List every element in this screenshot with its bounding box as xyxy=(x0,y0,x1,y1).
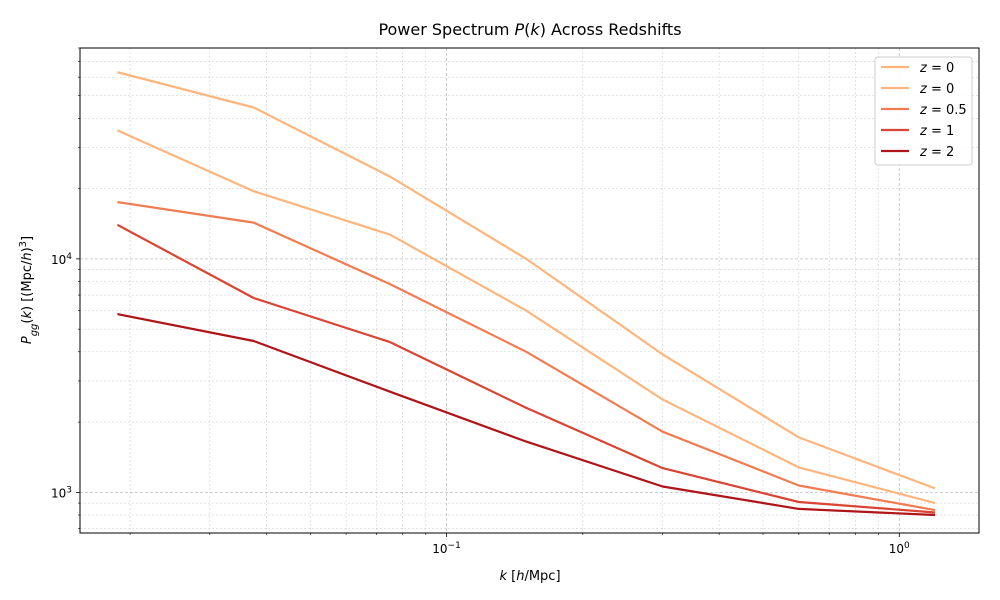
legend-label-var: z xyxy=(919,145,928,160)
legend-label-value: 2 xyxy=(946,145,954,160)
x-axis: 10−1 100 xyxy=(129,533,910,556)
x-tick-mantissa: 10 xyxy=(432,542,447,556)
legend-label-var: z xyxy=(919,124,928,139)
legend-box xyxy=(874,56,973,166)
legend-label-equals: = xyxy=(927,103,946,118)
legend-label-var: z xyxy=(919,82,928,97)
x-tick-label: 100 xyxy=(889,541,910,556)
series-line-3 xyxy=(116,223,936,514)
y-tick-label: 104 xyxy=(51,252,72,267)
legend: z = 0z = 0z = 0.5z = 1z = 2 xyxy=(874,56,973,166)
legend-label-3: z = 1 xyxy=(919,124,954,139)
legend-label-equals: = xyxy=(927,82,946,97)
series-line-1 xyxy=(116,129,936,505)
series-line-2 xyxy=(117,201,936,512)
legend-label-var: z xyxy=(919,61,928,76)
y-tick-exponent: 3 xyxy=(66,485,72,495)
y-tick-mantissa: 10 xyxy=(51,253,66,267)
legend-label-value: 0 xyxy=(946,82,954,97)
series-line-0 xyxy=(117,71,936,490)
legend-label-equals: = xyxy=(927,61,946,76)
x-axis-label: k [h/Mpc] xyxy=(499,569,560,584)
x-tick-exponent: −1 xyxy=(448,541,461,551)
legend-label-var: z xyxy=(919,103,928,118)
legend-label-equals: = xyxy=(927,124,946,139)
chart-title: Power Spectrum P(k) Across Redshifts xyxy=(378,20,681,39)
x-tick-exponent: 0 xyxy=(904,541,910,551)
y-tick-mantissa: 10 xyxy=(51,486,66,500)
minor-grid xyxy=(80,47,979,533)
series-line-4 xyxy=(117,313,936,517)
legend-label-value: 1 xyxy=(946,124,954,139)
plot-frame xyxy=(79,47,980,534)
legend-label-0: z = 0 xyxy=(919,61,954,76)
x-tick-label: 10−1 xyxy=(432,541,461,556)
legend-label-equals: = xyxy=(927,145,946,160)
x-tick-mantissa: 10 xyxy=(889,542,904,556)
y-tick-exponent: 4 xyxy=(66,252,72,262)
legend-label-value: 0.5 xyxy=(946,103,967,118)
legend-label-value: 0 xyxy=(946,61,954,76)
legend-label-2: z = 0.5 xyxy=(919,103,967,118)
legend-label-4: z = 2 xyxy=(919,145,954,160)
y-axis-label: Pgg(k) [(Mpc/h)3] xyxy=(18,236,40,344)
legend-label-1: z = 0 xyxy=(919,82,954,97)
y-tick-label: 103 xyxy=(51,485,72,500)
series-lines xyxy=(116,71,936,517)
